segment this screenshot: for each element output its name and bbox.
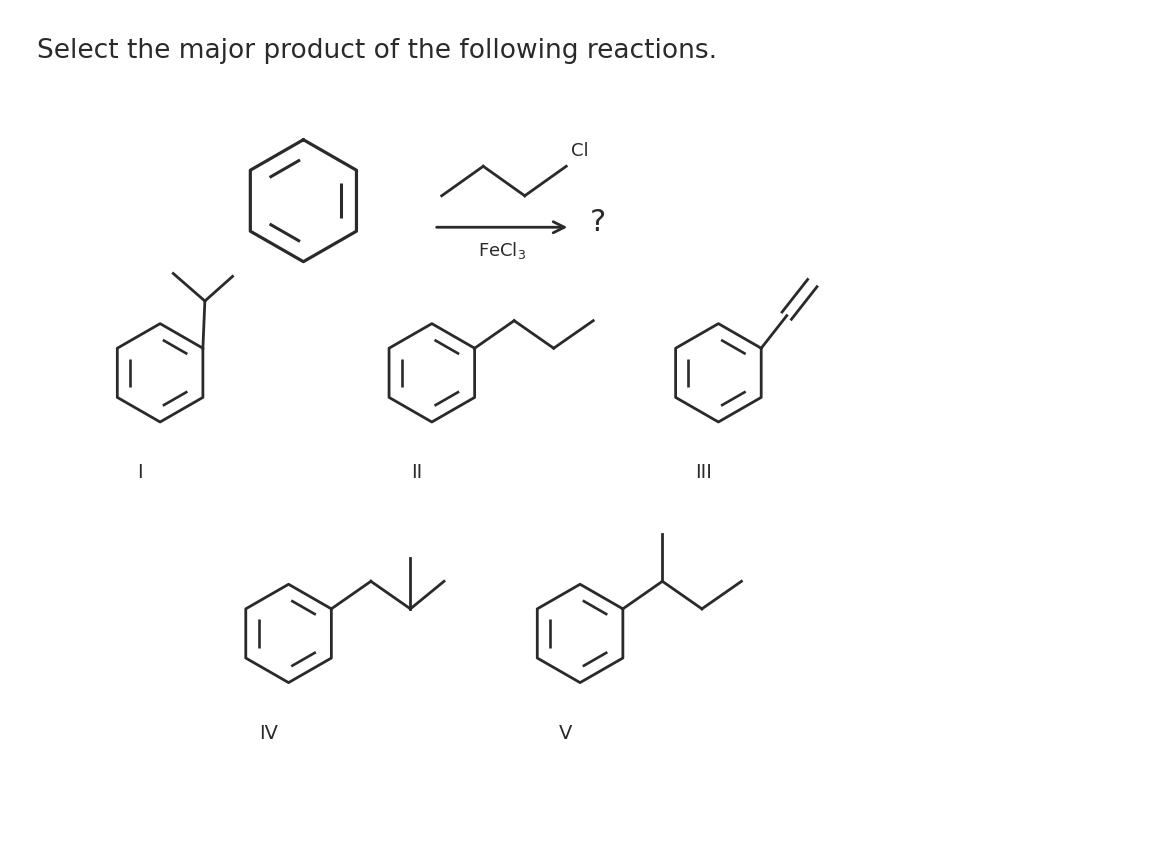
Text: II: II	[411, 463, 423, 482]
Text: FeCl$_3$: FeCl$_3$	[478, 240, 526, 261]
Text: Select the major product of the following reactions.: Select the major product of the followin…	[36, 39, 717, 65]
Text: I: I	[137, 463, 143, 482]
Text: ?: ?	[590, 208, 606, 237]
Text: III: III	[695, 463, 713, 482]
Text: Cl: Cl	[571, 142, 588, 160]
Text: IV: IV	[259, 724, 278, 743]
Text: V: V	[559, 724, 572, 743]
